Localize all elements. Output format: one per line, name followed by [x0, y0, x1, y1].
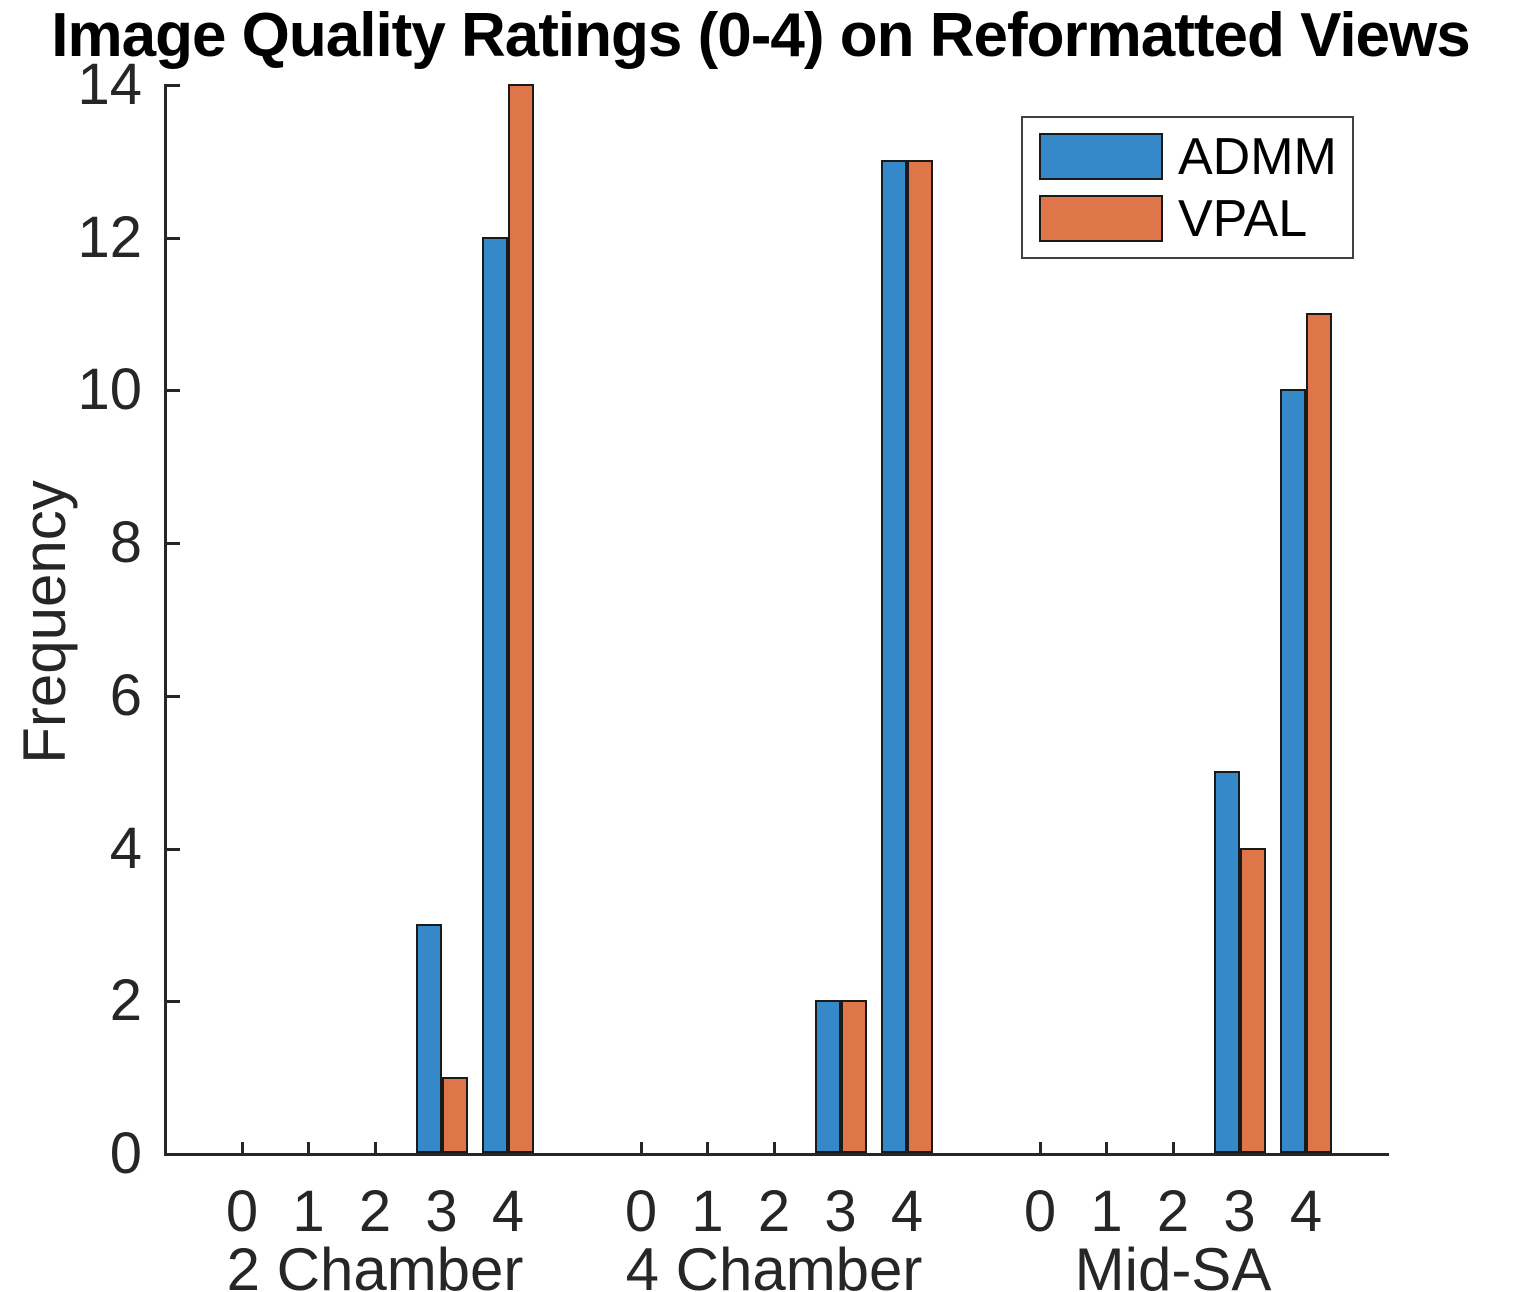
bar-admm — [1280, 389, 1306, 1153]
x-tick-label: 0 — [1023, 1179, 1057, 1244]
chart-title: Image Quality Ratings (0-4) on Reformatt… — [51, 1, 1471, 70]
x-tick-label: 2 — [1156, 1179, 1190, 1244]
x-tick-label: 4 — [1289, 1179, 1323, 1244]
y-tick-label: 10 — [77, 357, 142, 423]
y-tick-mark — [167, 1000, 180, 1004]
x-tick-mark — [1171, 1142, 1175, 1153]
x-tick-label: 3 — [824, 1179, 857, 1244]
x-tick-label: 2 — [358, 1179, 392, 1244]
x-tick-label: 1 — [691, 1179, 724, 1244]
x-tick-mark — [639, 1142, 643, 1153]
bar-admm — [482, 236, 508, 1153]
x-tick-label: 1 — [292, 1179, 325, 1244]
legend-swatch-admm — [1039, 133, 1163, 180]
y-tick-label: 14 — [77, 52, 142, 117]
bar-vpal — [1306, 313, 1332, 1153]
x-group-label: Mid-SA — [1074, 1236, 1272, 1292]
x-tick-mark — [307, 1142, 310, 1153]
y-tick-label: 4 — [109, 815, 142, 881]
legend-item-vpal: VPAL — [1039, 189, 1352, 248]
y-tick-label: 6 — [109, 662, 142, 728]
y-tick-label: 12 — [77, 204, 142, 270]
x-tick-label: 3 — [1223, 1179, 1256, 1244]
y-tick-mark — [167, 694, 180, 698]
x-tick-mark — [706, 1142, 709, 1153]
bar-vpal — [441, 1076, 468, 1153]
x-tick-label: 4 — [890, 1179, 924, 1244]
y-tick-label: 8 — [109, 510, 142, 576]
x-tick-label: 3 — [425, 1179, 458, 1244]
y-tick-mark — [167, 542, 180, 546]
legend-label-vpal: VPAL — [1178, 189, 1308, 248]
bar-admm — [415, 923, 442, 1153]
y-tick-label: 2 — [109, 968, 142, 1034]
bar-vpal — [907, 160, 933, 1153]
x-tick-mark — [772, 1142, 776, 1153]
legend: ADMM VPAL — [1021, 116, 1354, 259]
y-axis-line — [164, 84, 167, 1156]
y-tick-mark — [167, 236, 180, 240]
y-tick-mark — [167, 847, 180, 851]
x-tick-label: 4 — [491, 1179, 525, 1244]
x-tick-mark — [240, 1142, 244, 1153]
x-group-label: 2 Chamber — [226, 1236, 524, 1292]
x-axis-line — [164, 1153, 1389, 1156]
bar-vpal — [1239, 847, 1266, 1153]
bar-admm — [1213, 771, 1240, 1153]
legend-item-admm: ADMM — [1039, 127, 1352, 186]
legend-swatch-vpal — [1039, 195, 1163, 242]
x-tick-label: 0 — [624, 1179, 658, 1244]
legend-label-admm: ADMM — [1178, 127, 1337, 186]
x-group-label: 4 Chamber — [625, 1236, 923, 1292]
x-tick-mark — [1105, 1142, 1108, 1153]
bar-vpal — [840, 1000, 867, 1153]
x-tick-label: 1 — [1090, 1179, 1123, 1244]
bar-admm — [881, 160, 907, 1153]
x-tick-label: 0 — [225, 1179, 259, 1244]
y-tick-mark — [167, 389, 180, 393]
bar-admm — [814, 1000, 841, 1153]
bar-vpal — [508, 84, 534, 1153]
x-tick-label: 2 — [757, 1179, 791, 1244]
y-tick-label: 0 — [109, 1121, 142, 1186]
y-tick-mark — [167, 84, 180, 87]
x-tick-mark — [1038, 1142, 1042, 1153]
x-tick-mark — [373, 1142, 377, 1153]
